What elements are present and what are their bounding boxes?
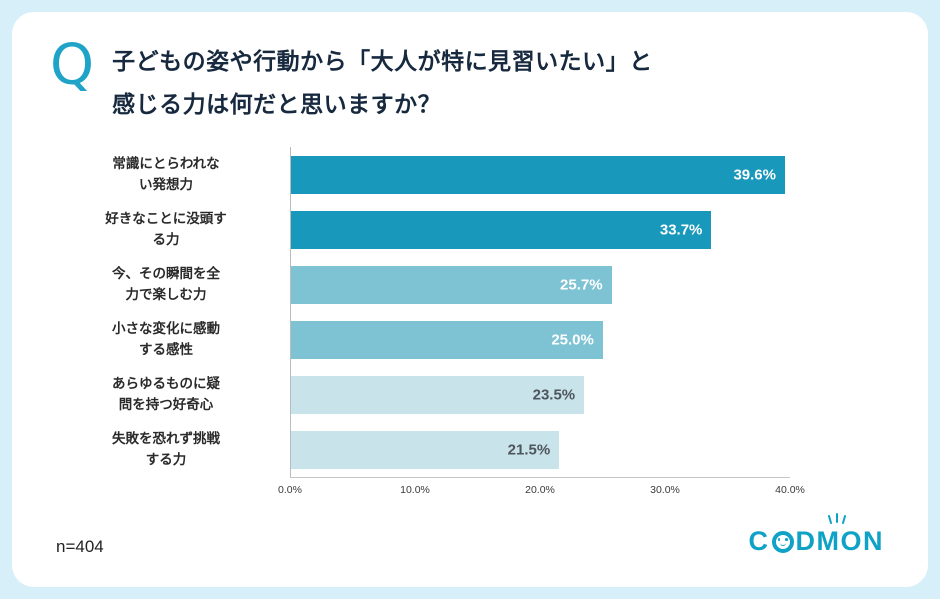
x-axis-tick: 10.0% (400, 484, 430, 497)
bar: 39.6% (291, 155, 785, 194)
x-axis-tick: 20.0% (525, 484, 555, 497)
bar-value-label: 33.7% (659, 221, 703, 239)
bar-chart: 常識にとらわれな い発想力 39.6% 好きなことに没頭す る力 33.7% 今… (50, 147, 810, 500)
question-header: Q 子どもの姿や行動から「大人が特に見習いたい」と 感じる力は何だと思いますか？ (50, 36, 890, 125)
bar: 21.5% (291, 430, 560, 469)
chart-row: 小さな変化に感動 する感性 25.0% (50, 312, 810, 368)
category-label: 今、その瞬間を全 力で楽しむ力 (112, 265, 220, 302)
category-label: あらゆるものに疑 問を持つ好奇心 (112, 375, 220, 412)
logo-face-eye-left (777, 538, 780, 541)
chart-row: あらゆるものに疑 問を持つ好奇心 23.5% (50, 367, 810, 423)
question-line-2: 感じる力は何だと思いますか？ (112, 90, 442, 117)
question-line-1: 子どもの姿や行動から「大人が特に見習いたい」と (112, 48, 653, 74)
category-label: 好きなことに没頭す る力 (105, 210, 227, 247)
chart-row: 好きなことに没頭す る力 33.7% (50, 202, 810, 258)
logo-face-mouth (779, 541, 786, 546)
sample-size-label: n=404 (56, 537, 104, 557)
logo-sprout-icon (828, 513, 847, 525)
plot-area: 21.5% (290, 422, 790, 478)
footer: n=404 C DMON (50, 513, 890, 557)
x-axis-tick: 40.0% (775, 484, 805, 497)
bar-value-label: 21.5% (507, 441, 551, 459)
bar-value-label: 25.7% (560, 276, 603, 294)
codmon-logo: C DMON (748, 513, 885, 557)
plot-area: 33.7% (290, 202, 790, 258)
category-label: 小さな変化に感動 する感性 (112, 320, 220, 357)
bar: 23.5% (291, 375, 585, 414)
category-label: 失敗を恐れず挑戦 する力 (112, 430, 220, 467)
logo-face-eye-right (785, 538, 788, 541)
bar-value-label: 39.6% (733, 166, 776, 184)
bar: 25.7% (291, 265, 612, 304)
logo-face-icon (771, 530, 794, 553)
chart-row: 失敗を恐れず挑戦 する力 21.5% (50, 422, 810, 478)
chart-row: 今、その瞬間を全 力で楽しむ力 25.7% (50, 257, 810, 313)
q-mark-icon: Q (50, 33, 95, 98)
survey-card: Q 子どもの姿や行動から「大人が特に見習いたい」と 感じる力は何だと思いますか？… (12, 12, 928, 587)
bar-value-label: 25.0% (551, 331, 594, 349)
logo-text-c: C (748, 526, 770, 557)
plot-area: 25.0% (290, 312, 790, 368)
plot-area: 25.7% (290, 257, 790, 313)
logo-text-dmon: DMON (795, 526, 884, 557)
x-axis-tick: 0.0% (278, 484, 302, 497)
x-axis: 0.0% 10.0% 20.0% 30.0% 40.0% (278, 477, 805, 500)
bar: 25.0% (291, 320, 603, 359)
bar-value-label: 23.5% (532, 386, 576, 404)
chart-row: 常識にとらわれな い発想力 39.6% (50, 147, 810, 203)
category-label: 常識にとらわれな い発想力 (112, 155, 220, 192)
plot-area: 39.6% (290, 147, 790, 203)
x-axis-tick: 30.0% (650, 484, 680, 497)
question-title: 子どもの姿や行動から「大人が特に見習いたい」と 感じる力は何だと思いますか？ (112, 40, 653, 125)
plot-area: 23.5% (290, 367, 790, 423)
bar: 33.7% (291, 210, 712, 249)
